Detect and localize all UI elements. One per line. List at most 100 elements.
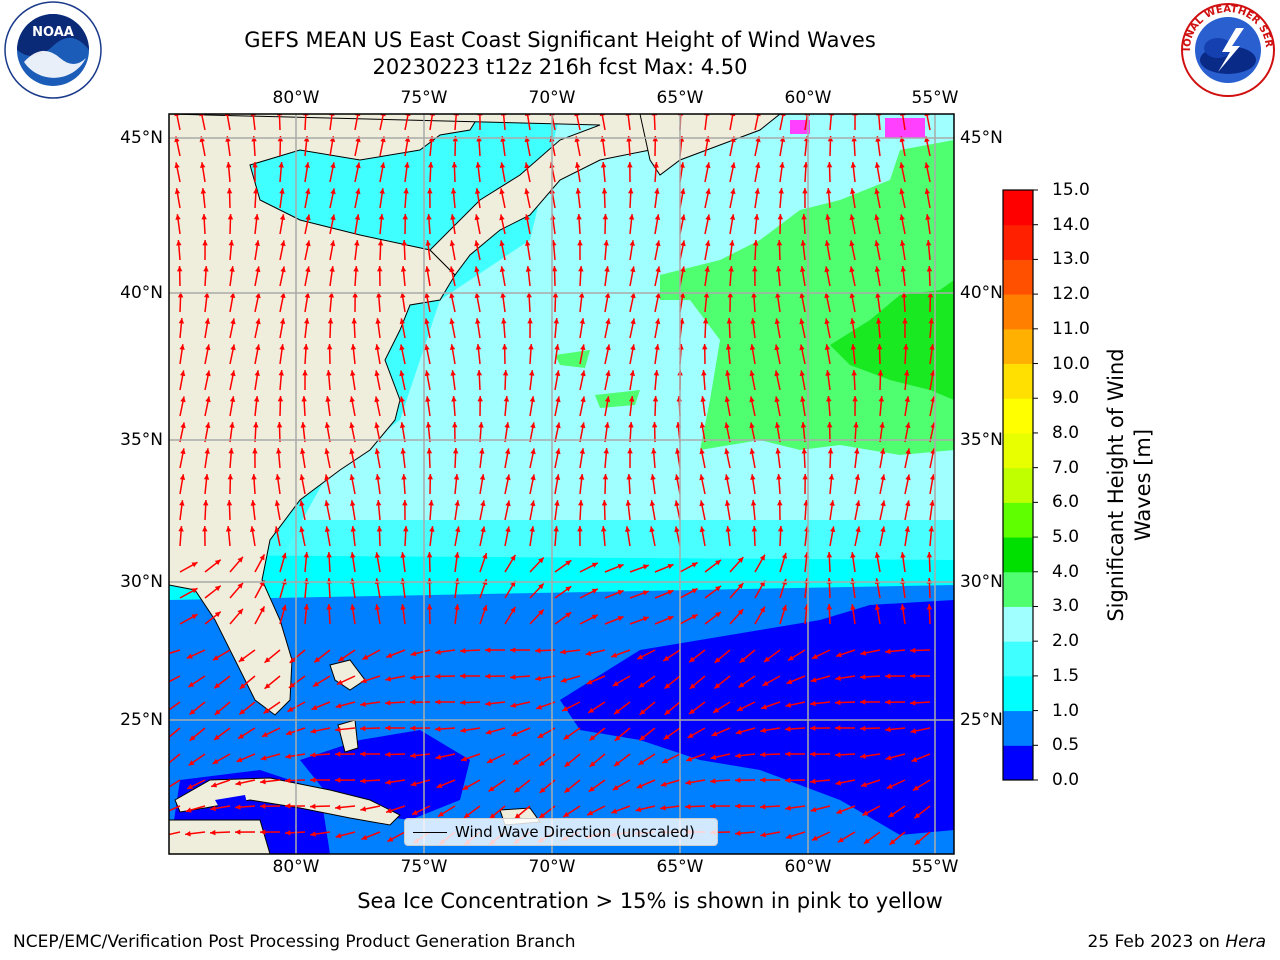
wind-wave-arrow (329, 240, 336, 261)
wind-wave-arrow (834, 752, 856, 758)
wind-wave-arrow (402, 213, 408, 235)
wind-wave-arrow (328, 292, 335, 313)
wind-wave-arrow (251, 473, 257, 495)
wind-wave-arrow (512, 753, 531, 766)
wind-wave-arrow (385, 805, 406, 814)
wind-wave-arrow (378, 214, 385, 235)
wind-wave-arrow (254, 344, 261, 365)
wind-wave-arrow (785, 831, 806, 839)
lon-tick-label: 65°W (656, 88, 704, 108)
wind-wave-arrow (826, 603, 833, 625)
colorbar-label: Significant Height of Wind Waves [m] (1104, 348, 1155, 622)
wind-wave-arrow (425, 396, 431, 417)
wind-wave-arrow (504, 606, 516, 625)
nws-logo: NATIONAL WEATHER SERVICE (1178, 2, 1275, 97)
wind-wave-arrow (704, 559, 722, 573)
wind-wave-arrow (635, 805, 656, 813)
wind-wave-arrow (279, 552, 287, 573)
wind-wave-arrow (704, 188, 711, 209)
wind-wave-arrow (879, 422, 885, 443)
wind-wave-arrow (777, 525, 784, 547)
wind-wave-arrow (875, 136, 881, 157)
wind-wave-arrow (759, 751, 781, 758)
wind-wave-arrow (259, 803, 281, 809)
map-legend: Wind Wave Direction (unscaled) (404, 818, 718, 846)
wind-wave-arrow (654, 266, 661, 287)
wind-wave-arrow (510, 701, 531, 708)
wind-wave-arrow (826, 396, 832, 417)
wind-wave-arrow (362, 649, 381, 661)
wind-wave-arrow (529, 500, 536, 521)
wind-wave-arrow (875, 292, 881, 313)
wind-wave-arrow (350, 604, 356, 625)
wind-wave-arrow (760, 727, 781, 734)
wind-wave-arrow (837, 831, 856, 843)
wind-wave-arrow (626, 473, 632, 495)
wind-wave-arrow (909, 673, 931, 679)
wind-wave-arrow (874, 552, 881, 573)
colorbar-tick-label: 7.0 (1052, 457, 1080, 478)
wind-wave-arrow (200, 188, 207, 209)
wind-wave-arrow (253, 396, 260, 417)
wind-wave-arrow (235, 779, 256, 786)
wind-wave-arrow (928, 526, 934, 547)
wind-wave-arrow (204, 559, 222, 573)
wind-wave-arrow (424, 292, 431, 313)
wind-wave-arrow (900, 604, 906, 625)
wind-wave-arrow (349, 396, 356, 417)
wind-wave-arrow (338, 649, 356, 662)
wind-wave-arrow (303, 552, 310, 573)
wind-wave-arrow (275, 448, 282, 469)
wind-wave-arrow (329, 214, 336, 235)
map-plot-area (169, 114, 954, 854)
wind-wave-arrow (459, 648, 481, 654)
wind-wave-arrow (474, 240, 481, 261)
wind-wave-arrow (329, 162, 336, 183)
wind-wave-arrow (236, 753, 256, 763)
wind-wave-arrow (654, 188, 660, 209)
wind-wave-arrow (400, 552, 406, 573)
wind-wave-arrow (777, 213, 784, 235)
wind-wave-arrow (501, 318, 507, 339)
wind-wave-arrow (874, 240, 881, 261)
wind-wave-arrow (360, 675, 381, 684)
wind-wave-arrow (586, 805, 606, 816)
wind-wave-arrow (201, 213, 207, 235)
wind-wave-arrow (410, 674, 431, 681)
wind-wave-arrow (234, 829, 256, 835)
map-frame (168, 113, 955, 855)
wind-wave-arrow (410, 752, 431, 759)
wind-wave-arrow (350, 552, 356, 573)
wind-wave-arrow (300, 422, 307, 443)
wind-wave-arrow (325, 396, 331, 417)
wind-wave-arrow (253, 214, 260, 235)
wind-wave-arrow (279, 188, 285, 209)
wind-wave-arrow (729, 608, 744, 625)
wind-wave-arrow (274, 500, 281, 521)
wind-wave-arrow (252, 161, 258, 183)
wind-wave-arrow (525, 240, 531, 261)
wind-wave-arrow (284, 803, 306, 809)
wind-wave-arrow (229, 318, 236, 339)
wind-wave-arrow (878, 396, 885, 417)
wind-wave-arrow (835, 779, 856, 786)
wind-wave-arrow (399, 344, 406, 365)
wind-wave-arrow (886, 779, 906, 790)
wind-wave-arrow (914, 831, 931, 846)
wind-wave-arrow (851, 369, 857, 391)
lon-tick-label: 70°W (528, 857, 576, 877)
wind-wave-arrow (628, 396, 635, 417)
lat-tick-label: 35°N (120, 430, 163, 450)
wind-wave-arrow (479, 448, 485, 469)
wind-wave-arrow (603, 240, 609, 261)
wind-wave-arrow (279, 318, 286, 339)
wind-wave-arrow (560, 675, 581, 683)
wind-wave-arrow (279, 604, 287, 625)
colorbar-tick-label: 11.0 (1052, 318, 1090, 339)
wind-wave-arrow (400, 292, 406, 313)
wind-wave-arrow (724, 422, 731, 443)
colorbar-swatch (1003, 745, 1033, 781)
colorbar-tick-label: 8.0 (1052, 422, 1080, 443)
wind-wave-arrow (688, 649, 706, 663)
wind-wave-arrow (278, 370, 284, 391)
